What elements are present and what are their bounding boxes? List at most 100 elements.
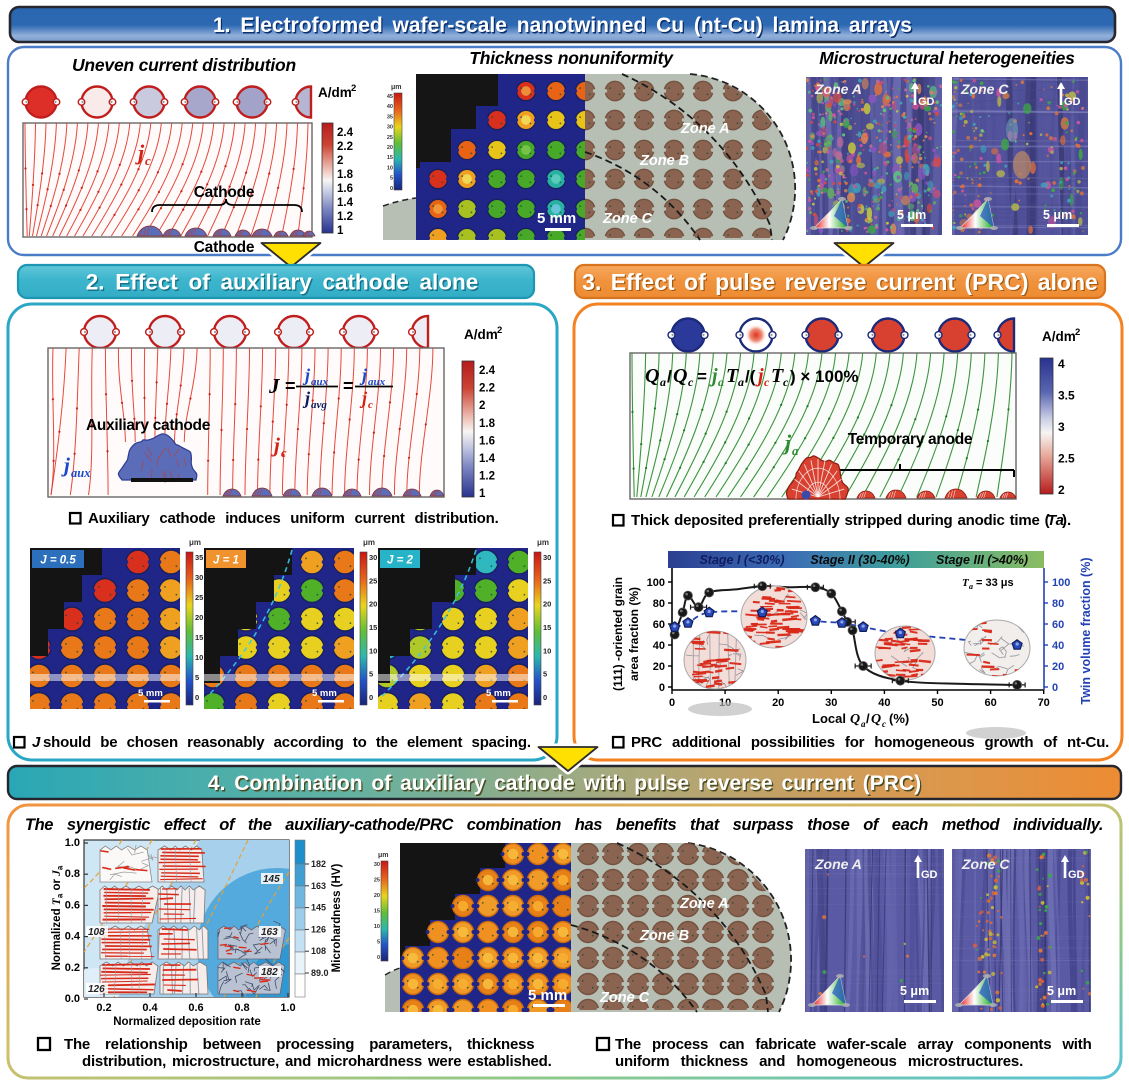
svg-text:=: = — [343, 376, 354, 396]
svg-text:Q: Q — [871, 712, 881, 727]
svg-text:5 mm: 5 mm — [312, 688, 337, 699]
svg-text:Ta: Ta — [1047, 512, 1064, 529]
svg-text:Local: Local — [812, 711, 846, 726]
svg-text:J = 2: J = 2 — [387, 555, 414, 567]
svg-text:Zone A: Zone A — [680, 121, 730, 137]
svg-text:Q: Q — [673, 365, 687, 387]
svg-text:40: 40 — [878, 697, 890, 709]
svg-text:c: c — [764, 375, 770, 389]
svg-text:1.0: 1.0 — [65, 837, 80, 849]
svg-text:Zone A: Zone A — [679, 896, 729, 912]
svg-text:15: 15 — [195, 633, 203, 642]
svg-text:).: ). — [1062, 512, 1071, 529]
svg-text:5: 5 — [195, 673, 199, 682]
svg-text:60: 60 — [1052, 619, 1064, 631]
svg-text:5: 5 — [369, 670, 373, 679]
svg-text:5: 5 — [390, 176, 393, 182]
svg-text:1.0: 1.0 — [280, 1002, 295, 1014]
svg-text:5: 5 — [377, 940, 380, 946]
svg-text:μm: μm — [363, 538, 375, 547]
svg-text:20: 20 — [387, 145, 393, 151]
svg-text:Normalized Ta or Ja: Normalized Ta or Ja — [51, 865, 65, 970]
svg-text:Microhardness (HV): Microhardness (HV) — [331, 864, 343, 973]
svg-text:c: c — [145, 153, 151, 168]
svg-text:108: 108 — [88, 927, 105, 938]
svg-text:1: 1 — [479, 488, 486, 500]
svg-text:1: 1 — [337, 225, 344, 237]
svg-text:1.2: 1.2 — [337, 211, 353, 223]
svg-text:=: = — [285, 376, 296, 396]
svg-text:Cathode: Cathode — [194, 184, 255, 201]
svg-text:aux: aux — [71, 466, 90, 480]
svg-text:80: 80 — [653, 598, 665, 610]
svg-text:3: 3 — [1058, 420, 1065, 434]
svg-text:(111) -oriented grain: (111) -oriented grain — [611, 577, 625, 691]
svg-text:μm: μm — [391, 84, 402, 91]
svg-text:25: 25 — [543, 576, 551, 585]
svg-text:j: j — [135, 140, 145, 165]
svg-text:Zone A: Zone A — [814, 856, 862, 872]
svg-text:30: 30 — [825, 697, 837, 709]
svg-text:0: 0 — [195, 693, 199, 702]
svg-text:30: 30 — [387, 125, 393, 131]
svg-text:) × 100%: ) × 100% — [790, 367, 859, 386]
svg-text:0: 0 — [369, 693, 373, 702]
svg-text:4. Combination of auxiliary ca: 4. Combination of auxiliary cathode with… — [208, 772, 921, 795]
svg-text:10: 10 — [374, 924, 380, 930]
svg-text:c: c — [281, 446, 287, 460]
svg-text:GD: GD — [918, 96, 935, 108]
svg-text:10: 10 — [369, 646, 377, 655]
svg-text:Zone C: Zone C — [960, 81, 1009, 97]
svg-text:70: 70 — [1038, 697, 1050, 709]
svg-text:1.4: 1.4 — [479, 453, 496, 465]
svg-text:a: a — [738, 375, 744, 389]
svg-text:Zone A: Zone A — [814, 81, 862, 97]
svg-text:10: 10 — [387, 165, 393, 171]
svg-text:30: 30 — [369, 553, 377, 562]
svg-text:= 33 μs: = 33 μs — [976, 577, 1014, 589]
svg-text:5 μm: 5 μm — [1043, 208, 1072, 222]
svg-text:10: 10 — [543, 646, 551, 655]
svg-text:25: 25 — [374, 878, 380, 884]
svg-text:The process can fabricate wafe: The process can fabricate wafer-scale ar… — [615, 1036, 1092, 1053]
svg-text:45: 45 — [387, 94, 393, 100]
svg-text:Zone B: Zone B — [639, 153, 689, 169]
svg-text:J = 1: J = 1 — [213, 555, 239, 567]
svg-text:1. Electroformed wafer-scale n: 1. Electroformed wafer-scale nanotwinned… — [213, 14, 912, 37]
svg-text:1. Electroformed wafer-scale n: 1. Electroformed wafer-scale nanotwinned… — [214, 15, 913, 38]
svg-text:T: T — [962, 577, 970, 589]
svg-text:Microstructural heterogeneitie: Microstructural heterogeneities — [819, 48, 1075, 68]
svg-text:Q: Q — [645, 365, 659, 387]
svg-text:A/dm: A/dm — [464, 327, 498, 342]
svg-text:J: J — [268, 374, 281, 398]
svg-text:Stage II (30-40%): Stage II (30-40%) — [810, 553, 909, 567]
svg-text:0: 0 — [377, 955, 380, 961]
svg-text:2.4: 2.4 — [479, 365, 496, 377]
svg-text:j: j — [302, 365, 311, 385]
svg-text:Stage I (<30%): Stage I (<30%) — [699, 553, 784, 567]
svg-text:The synergistic effect of the: The synergistic effect of the auxiliary-… — [25, 816, 1103, 834]
svg-text:0: 0 — [669, 697, 675, 709]
svg-text:Temporary anode: Temporary anode — [848, 431, 973, 448]
svg-text:0.0: 0.0 — [65, 993, 80, 1005]
svg-text:0.6: 0.6 — [65, 899, 80, 911]
svg-text:30: 30 — [543, 553, 551, 562]
svg-text:0.8: 0.8 — [65, 868, 80, 880]
svg-text:20: 20 — [369, 600, 377, 609]
svg-text:Auxiliary cathode: Auxiliary cathode — [86, 417, 211, 434]
svg-text:Stage III (>40%): Stage III (>40%) — [936, 553, 1028, 567]
svg-text:20: 20 — [195, 613, 203, 622]
svg-text:2: 2 — [351, 83, 356, 94]
svg-text:c: c — [783, 375, 789, 389]
svg-text:4: 4 — [1058, 357, 1065, 371]
svg-text:126: 126 — [311, 924, 326, 934]
svg-text:89.0: 89.0 — [311, 968, 329, 978]
svg-text:Twin volume fraction (%): Twin volume fraction (%) — [1079, 558, 1093, 705]
svg-text:5 μm: 5 μm — [897, 208, 926, 222]
svg-text:J = 0.5: J = 0.5 — [40, 555, 76, 567]
svg-text:25: 25 — [369, 576, 377, 585]
svg-text:2: 2 — [337, 155, 343, 167]
svg-text:Thickness nonuniformity: Thickness nonuniformity — [469, 48, 674, 68]
svg-text:163: 163 — [261, 927, 278, 938]
svg-text:T: T — [771, 365, 784, 387]
